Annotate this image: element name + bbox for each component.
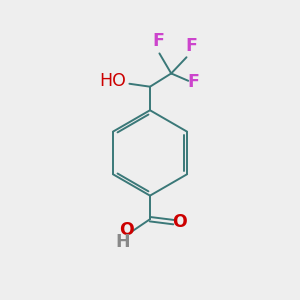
Text: F: F (188, 73, 200, 91)
Text: H: H (116, 233, 130, 251)
Text: F: F (186, 37, 198, 55)
Text: F: F (152, 32, 164, 50)
Text: O: O (119, 221, 134, 239)
Text: O: O (172, 213, 187, 231)
Text: HO: HO (99, 72, 126, 90)
